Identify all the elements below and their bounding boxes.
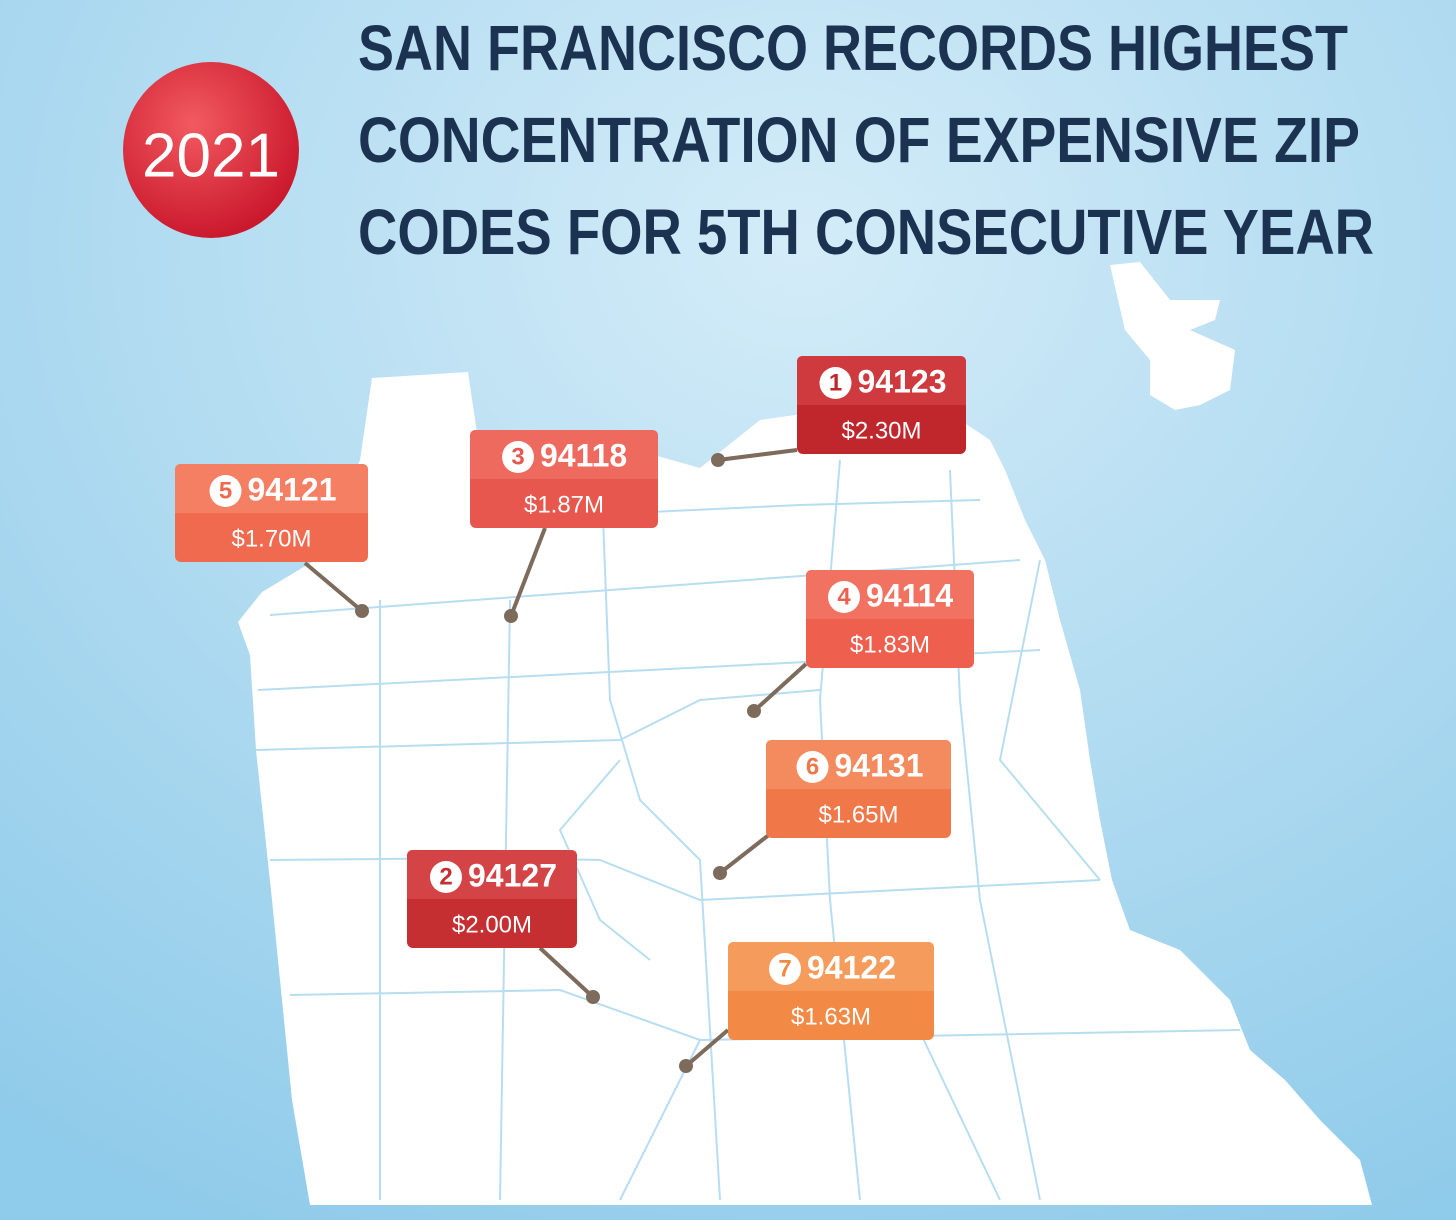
zip-code: 94118 bbox=[540, 437, 627, 473]
zip-code: 94114 bbox=[866, 577, 953, 613]
location-dot bbox=[747, 704, 761, 718]
rank-circle bbox=[769, 953, 801, 985]
location-dot bbox=[679, 1059, 693, 1073]
leader-line bbox=[509, 527, 547, 617]
rank-circle bbox=[430, 861, 462, 893]
zip-code: 94123 bbox=[858, 363, 947, 399]
location-dot bbox=[586, 990, 600, 1004]
location-dot bbox=[504, 609, 518, 623]
zip-code: 94121 bbox=[248, 471, 337, 507]
leader-line bbox=[684, 1028, 730, 1068]
rank-circle bbox=[828, 581, 860, 613]
leader-line bbox=[717, 448, 798, 462]
callout: 6 94131 $1.65M bbox=[713, 740, 951, 880]
zip-code: 94131 bbox=[835, 747, 924, 783]
callouts: 1 94123 $2.30M 3 94118 $1.87M 5 94121 $1.70M 4 941… bbox=[175, 356, 974, 1073]
callout: 7 94122 $1.63M bbox=[679, 942, 934, 1073]
rank: 2 bbox=[439, 863, 452, 890]
leader-line bbox=[718, 832, 772, 875]
title-line: CONCENTRATION OF EXPENSIVE ZIP bbox=[358, 104, 1360, 176]
leader-line bbox=[538, 946, 595, 999]
price: $1.65M bbox=[818, 801, 898, 828]
rank-circle bbox=[209, 475, 242, 507]
rank-circle bbox=[796, 751, 829, 783]
zip-code: 94127 bbox=[468, 857, 557, 893]
location-dot bbox=[711, 453, 725, 467]
price: $2.00M bbox=[452, 911, 532, 938]
callout: 2 94127 $2.00M bbox=[407, 850, 600, 1004]
callout: 1 94123 $2.30M bbox=[711, 356, 966, 467]
title-line: CODES FOR 5TH CONSECUTIVE YEAR bbox=[358, 196, 1374, 268]
leader-line bbox=[303, 561, 364, 613]
price: $1.63M bbox=[791, 1003, 871, 1030]
zip-code: 94122 bbox=[807, 949, 896, 985]
rank: 6 bbox=[806, 753, 819, 780]
leader-line bbox=[752, 662, 808, 713]
callout: 3 94118 $1.87M bbox=[470, 430, 658, 623]
rank-circle bbox=[502, 441, 534, 473]
price: $1.83M bbox=[850, 631, 930, 658]
year: 2021 bbox=[142, 121, 280, 190]
location-dot bbox=[355, 604, 369, 618]
rank: 3 bbox=[511, 443, 524, 470]
year-badge bbox=[123, 62, 299, 238]
treasure-island bbox=[1110, 262, 1235, 410]
rank: 7 bbox=[778, 955, 791, 982]
rank-circle bbox=[819, 367, 852, 399]
price: $1.70M bbox=[231, 525, 311, 552]
callout: 5 94121 $1.70M bbox=[175, 464, 369, 618]
location-dot bbox=[713, 866, 727, 880]
rank: 4 bbox=[837, 583, 851, 610]
rank: 1 bbox=[829, 369, 842, 396]
title-line: SAN FRANCISCO RECORDS HIGHEST bbox=[358, 12, 1348, 84]
rank: 5 bbox=[219, 477, 232, 504]
price: $2.30M bbox=[841, 417, 921, 444]
callout: 4 94114 $1.83M bbox=[747, 570, 974, 718]
price: $1.87M bbox=[524, 491, 604, 518]
